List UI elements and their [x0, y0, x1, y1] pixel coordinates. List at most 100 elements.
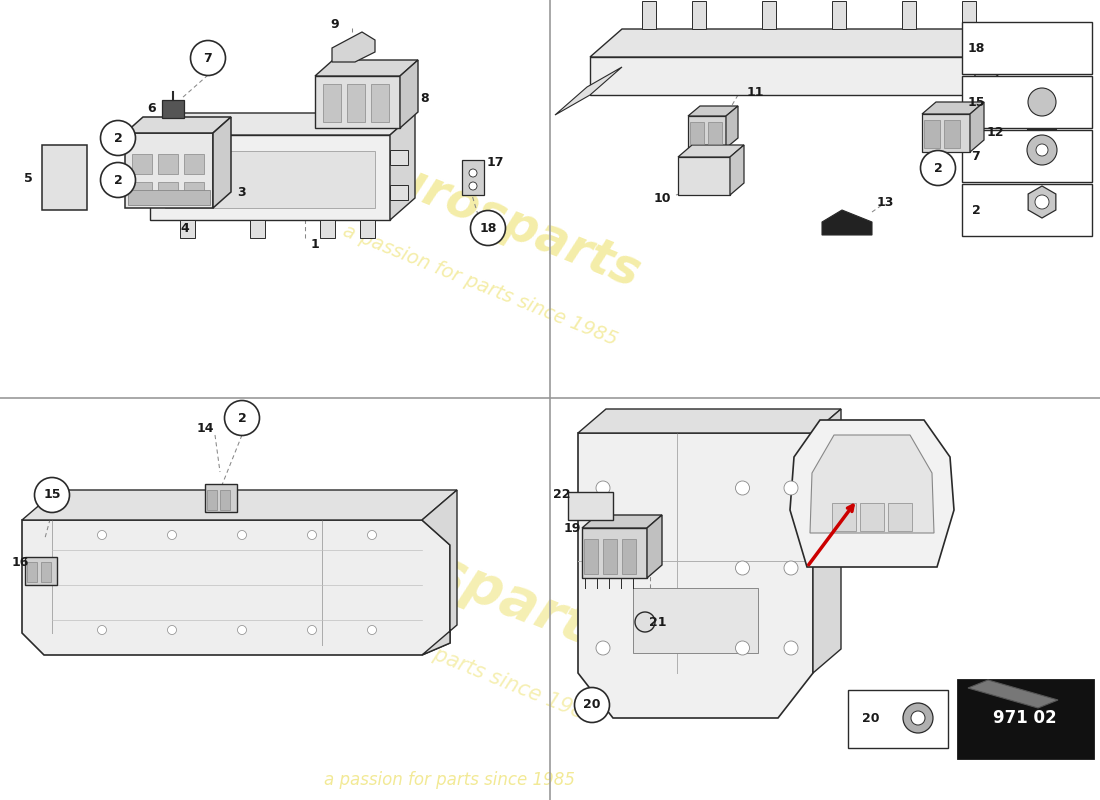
Circle shape [190, 41, 226, 75]
Bar [642, 1, 656, 29]
Polygon shape [813, 409, 842, 673]
Polygon shape [150, 113, 415, 135]
Polygon shape [125, 117, 231, 133]
Circle shape [367, 530, 376, 539]
Text: 11: 11 [746, 86, 763, 98]
Bar [962, 130, 1092, 182]
Text: 8: 8 [420, 91, 429, 105]
Polygon shape [582, 528, 647, 578]
Circle shape [100, 162, 135, 198]
Circle shape [921, 150, 956, 186]
Bar [584, 539, 598, 574]
Text: 17: 17 [486, 155, 504, 169]
Polygon shape [790, 420, 954, 567]
Text: 3: 3 [238, 186, 246, 198]
Bar [690, 122, 704, 144]
Bar [568, 492, 613, 520]
Polygon shape [968, 680, 1058, 708]
Text: 971 02: 971 02 [993, 709, 1057, 727]
Bar [205, 484, 236, 512]
Polygon shape [647, 515, 662, 578]
Bar [184, 154, 204, 174]
Bar [128, 190, 210, 205]
Circle shape [34, 478, 69, 513]
Bar [390, 185, 408, 200]
Bar [184, 182, 204, 202]
Text: 2: 2 [113, 131, 122, 145]
Circle shape [1035, 195, 1049, 209]
Polygon shape [688, 116, 726, 148]
Bar [708, 122, 722, 144]
Circle shape [736, 481, 749, 495]
Polygon shape [726, 106, 738, 148]
Polygon shape [582, 515, 662, 528]
Text: 1: 1 [310, 238, 319, 251]
Text: 2: 2 [934, 162, 943, 174]
Polygon shape [678, 157, 730, 195]
Circle shape [736, 641, 749, 655]
Text: 13: 13 [877, 195, 893, 209]
Bar [848, 690, 948, 748]
Bar [132, 182, 152, 202]
Bar [165, 151, 375, 208]
Circle shape [596, 641, 611, 655]
Text: a passion for parts since 1985: a passion for parts since 1985 [340, 221, 620, 349]
Text: 2: 2 [238, 411, 246, 425]
Text: 18: 18 [480, 222, 497, 234]
Bar [41, 562, 51, 582]
Bar [462, 160, 484, 195]
Polygon shape [975, 29, 1006, 95]
Bar [132, 185, 150, 200]
Text: 10: 10 [653, 191, 671, 205]
Bar [346, 84, 365, 122]
Bar [902, 1, 916, 29]
Bar [25, 557, 57, 585]
Bar [603, 539, 617, 574]
Polygon shape [578, 409, 842, 433]
Circle shape [784, 641, 798, 655]
Circle shape [596, 481, 611, 495]
Bar [132, 150, 150, 165]
Polygon shape [315, 76, 400, 128]
Text: 21: 21 [649, 615, 667, 629]
Circle shape [784, 481, 798, 495]
Circle shape [1027, 135, 1057, 165]
Circle shape [574, 687, 609, 722]
Polygon shape [390, 113, 415, 220]
Polygon shape [922, 102, 984, 114]
Circle shape [238, 626, 246, 634]
Bar [924, 120, 940, 148]
Bar [371, 84, 389, 122]
Text: 15: 15 [43, 489, 60, 502]
Bar [220, 490, 230, 510]
Circle shape [784, 561, 798, 575]
Bar [962, 184, 1092, 236]
Circle shape [167, 530, 176, 539]
Text: 18: 18 [967, 42, 984, 54]
Text: 7: 7 [971, 150, 980, 162]
Bar [132, 154, 152, 174]
Text: 6: 6 [147, 102, 156, 114]
Polygon shape [688, 106, 738, 116]
Circle shape [98, 626, 107, 634]
Bar [632, 588, 758, 653]
Text: 19: 19 [563, 522, 581, 534]
Circle shape [471, 210, 506, 246]
Polygon shape [1028, 186, 1056, 218]
Polygon shape [730, 145, 744, 195]
Bar [621, 539, 636, 574]
Circle shape [1036, 144, 1048, 156]
Bar [832, 503, 856, 531]
Circle shape [911, 711, 925, 725]
Bar [962, 22, 1092, 74]
Text: 16: 16 [11, 555, 29, 569]
Circle shape [469, 169, 477, 177]
Text: 7: 7 [204, 51, 212, 65]
Polygon shape [590, 29, 1006, 57]
Polygon shape [22, 490, 456, 520]
Circle shape [308, 626, 317, 634]
Circle shape [596, 561, 611, 575]
Bar [250, 220, 265, 238]
Text: 20: 20 [862, 711, 880, 725]
Polygon shape [822, 210, 872, 235]
